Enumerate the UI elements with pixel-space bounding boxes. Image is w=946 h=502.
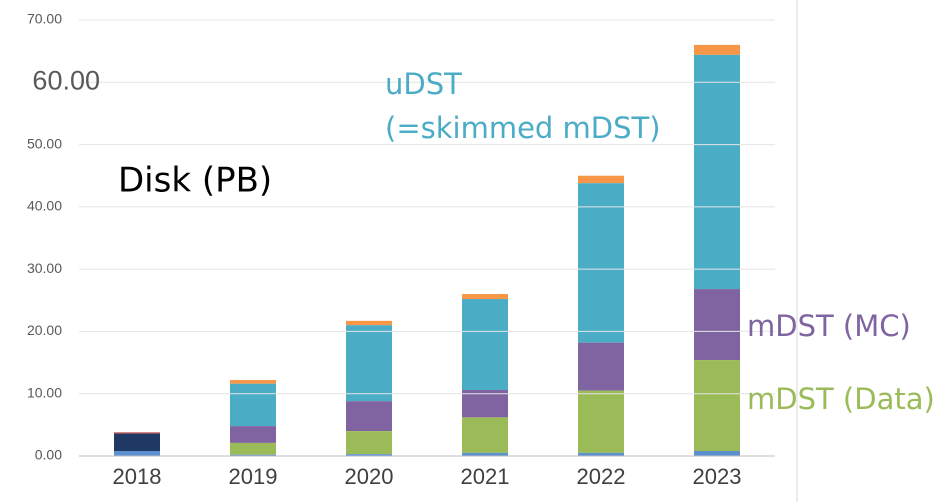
legend-label: uDST	[385, 67, 462, 101]
bar-segment	[578, 390, 624, 453]
bar-segment	[694, 54, 740, 290]
bar-segment	[694, 289, 740, 361]
x-tick-label: 2023	[693, 464, 742, 489]
bar-segment	[346, 320, 392, 326]
y-tick-label: 10.00	[27, 384, 62, 400]
bar-segment	[694, 451, 740, 456]
bar-segment	[694, 360, 740, 452]
bar-segment	[346, 325, 392, 402]
bar-segment	[694, 44, 740, 55]
x-tick-label: 2022	[577, 464, 626, 489]
bar-segment	[462, 389, 508, 418]
bar-segment	[578, 342, 624, 391]
y-tick-label: 30.00	[27, 260, 62, 276]
bar-segment	[230, 383, 276, 427]
bar-segment	[230, 454, 276, 456]
bar-segment	[462, 417, 508, 453]
legend-label: mDST (Data)	[747, 382, 935, 416]
y-tick-label: 50.00	[27, 135, 62, 151]
x-tick-label: 2021	[461, 464, 510, 489]
bar-segment	[230, 380, 276, 384]
bar-segment	[462, 452, 508, 456]
x-tick-label: 2020	[345, 464, 394, 489]
legend-label: mDST (MC)	[747, 309, 911, 343]
bar-segment	[578, 183, 624, 343]
annotation: (=skimmed mDST)	[385, 111, 661, 145]
bar-segment	[114, 433, 160, 452]
bar-segment	[230, 442, 276, 455]
bar-segment	[346, 431, 392, 455]
y-tick-label: 20.00	[27, 322, 62, 338]
bar-segment	[346, 401, 392, 432]
x-tick-label: 2019	[229, 464, 278, 489]
bar-segment	[578, 452, 624, 456]
y-tick-label: 70.00	[27, 11, 62, 27]
x-tick-label: 2018	[113, 464, 162, 489]
chart-title: Disk (PB)	[118, 161, 272, 201]
y-tick-label: 0.00	[35, 447, 62, 463]
bar-segment	[462, 299, 508, 390]
y-tick-label: 40.00	[27, 198, 62, 214]
y-tick-label: 60.00	[32, 65, 100, 95]
bar-segment	[114, 451, 160, 456]
bar-segment	[114, 432, 160, 434]
bar-segment	[346, 454, 392, 456]
bar-segment	[230, 426, 276, 443]
bar-segment	[462, 294, 508, 300]
bar-segment	[578, 175, 624, 184]
